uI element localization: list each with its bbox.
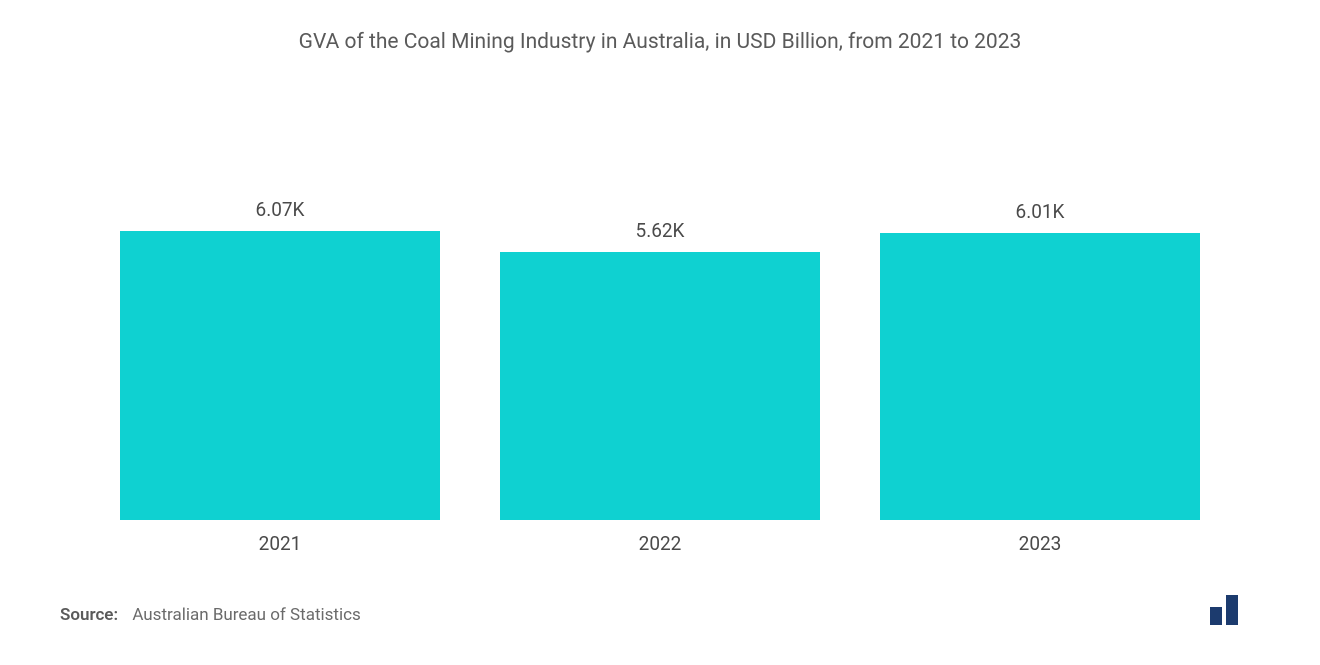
bar-category-label: 2022: [639, 532, 682, 555]
bar-2023: [880, 233, 1200, 520]
source-line: Source: Australian Bureau of Statistics: [60, 605, 361, 625]
chart-container: GVA of the Coal Mining Industry in Austr…: [0, 0, 1320, 665]
chart-footer: Source: Australian Bureau of Statistics: [50, 595, 1270, 625]
plot-area: 6.07K 2021 5.62K 2022 6.01K 2023: [50, 64, 1270, 555]
source-value: Australian Bureau of Statistics: [132, 605, 360, 625]
bar-group-2023: 6.01K 2023: [880, 200, 1200, 555]
brand-logo: [1210, 595, 1260, 625]
source-label: Source:: [60, 605, 118, 625]
bar-2021: [120, 231, 440, 520]
bar-value-label: 5.62K: [636, 219, 685, 242]
bar-group-2022: 5.62K 2022: [500, 219, 820, 555]
bar-category-label: 2023: [1019, 532, 1062, 555]
logo-bar-icon: [1210, 607, 1222, 625]
bar-value-label: 6.01K: [1016, 200, 1065, 223]
bar-group-2021: 6.07K 2021: [120, 198, 440, 555]
logo-bar-icon: [1226, 595, 1238, 625]
chart-title: GVA of the Coal Mining Industry in Austr…: [50, 30, 1270, 54]
bar-category-label: 2021: [259, 532, 302, 555]
logo-arc-icon: [1242, 595, 1260, 625]
bar-value-label: 6.07K: [256, 198, 305, 221]
bar-2022: [500, 252, 820, 520]
